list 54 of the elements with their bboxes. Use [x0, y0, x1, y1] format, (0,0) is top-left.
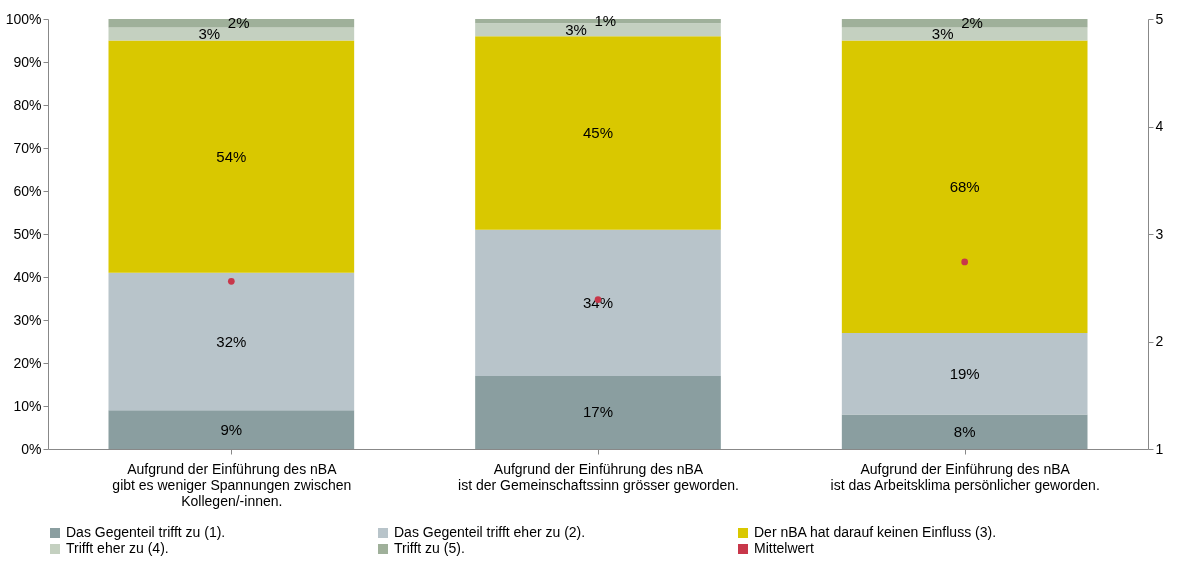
x-tick-label: Aufgrund der Einführung des nBA ist das Arbeitsklima persönlicher geworden.	[830, 460, 1100, 493]
data-label: 3%	[931, 25, 954, 43]
y-tick-label: 60%	[13, 182, 42, 199]
y2-tick-label: 3	[1155, 225, 1164, 242]
bar	[475, 36, 721, 230]
y-tick-label: 50%	[13, 225, 42, 242]
data-label: 68%	[949, 177, 980, 195]
legend-label: Das Gegenteil trifft eher zu (2).	[394, 524, 586, 540]
y-tick-label: 30%	[13, 311, 42, 328]
data-label: 54%	[216, 147, 247, 165]
y-tick-label: 80%	[13, 96, 42, 113]
bar	[841, 414, 1088, 449]
y-tick-label: 0%	[21, 440, 42, 457]
bar	[841, 27, 1088, 41]
data-label: 8%	[953, 422, 976, 440]
bar	[108, 40, 355, 273]
y-tick-label: 40%	[13, 268, 42, 285]
data-label: 2%	[961, 14, 983, 32]
data-label: 1%	[594, 12, 617, 30]
bar	[841, 19, 1088, 28]
bar	[475, 229, 721, 376]
x-tick-label: Aufgrund der Einführung des nBA ist der Gemeinschaftssinn grösser geworden.	[458, 460, 739, 493]
data-label: 19%	[949, 364, 980, 382]
point	[961, 258, 969, 266]
y2-tick-label: 4	[1155, 118, 1164, 134]
data-label: 3%	[198, 25, 221, 43]
bar	[108, 19, 355, 28]
bar	[841, 332, 1088, 415]
y-tick-label: 70%	[13, 139, 42, 156]
legend-label: Der nBA hat darauf keinen Einfluss (3).	[754, 524, 997, 540]
data-label: 3%	[565, 20, 587, 38]
data-label: 9%	[220, 420, 243, 438]
legend-label: Mittelwert	[754, 540, 815, 556]
data-label: 32%	[216, 332, 247, 350]
y-tick-label: 10%	[13, 397, 42, 414]
y2-tick-label: 5	[1155, 10, 1164, 27]
legend-label: Das Gegenteil trifft zu (1).	[66, 524, 226, 540]
y2-tick-label: 2	[1155, 333, 1164, 349]
bar	[108, 410, 355, 449]
bar	[108, 27, 355, 41]
data-label: 45%	[582, 123, 614, 141]
data-label: 17%	[582, 403, 614, 421]
bar	[108, 272, 355, 411]
legend-label: Trifft zu (5).	[394, 540, 465, 556]
legend-label: Trifft eher zu (4).	[66, 540, 169, 556]
data-label: 2%	[227, 14, 250, 32]
y2-tick-label: 1	[1155, 440, 1164, 457]
bar	[841, 40, 1088, 333]
bar	[475, 375, 721, 449]
x-tick-label: Aufgrund der Einführung des nBA gibt es weniger Spannungen zwischen Kollegen/-innen.	[112, 460, 352, 509]
y-tick-label: 20%	[13, 354, 42, 371]
point	[227, 277, 235, 285]
y-tick-label: 90%	[13, 53, 42, 70]
y-tick-label: 100%	[5, 10, 42, 27]
